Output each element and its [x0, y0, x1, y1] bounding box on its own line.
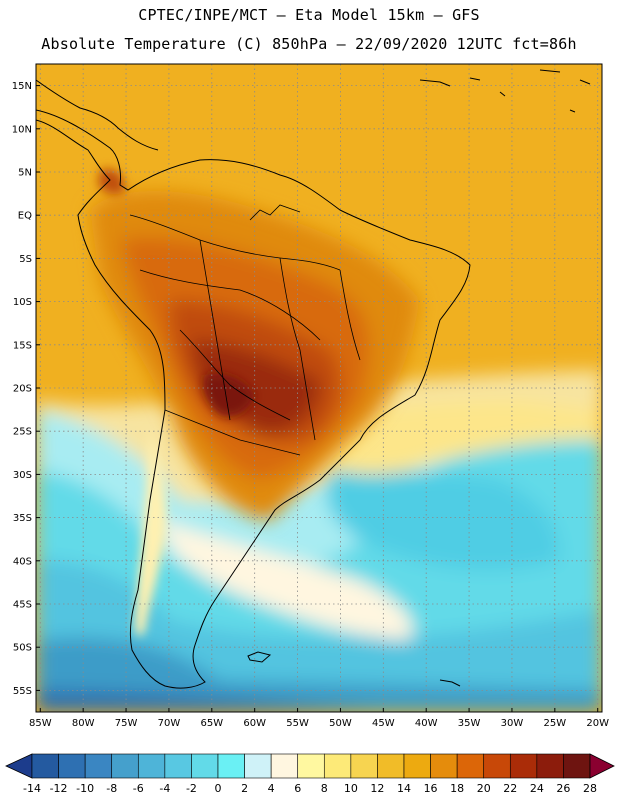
colorbar-arrow-left: [5, 753, 33, 779]
colorbar-tick-label: -14: [23, 782, 41, 795]
colorbar-tick-label: 26: [556, 782, 570, 795]
latitude-label: 45S: [13, 600, 32, 611]
latitude-label: 25S: [13, 427, 32, 438]
colorbar-arrow-right: [589, 753, 615, 779]
longitude-label: 85W: [29, 718, 52, 729]
colorbar-tick-label: -2: [186, 782, 197, 795]
colorbar-box: [137, 753, 166, 779]
latitude-label: 30S: [13, 470, 32, 481]
colorbar-tick-label: 28: [583, 782, 597, 795]
map-title-line1: CPTEC/INPE/MCT – Eta Model 15km – GFS: [138, 6, 480, 24]
longitude-label: 80W: [72, 718, 95, 729]
latitude-label: 10N: [12, 124, 32, 135]
latitude-label: 5S: [19, 254, 32, 265]
colorbar-tick-label: -10: [76, 782, 94, 795]
colorbar-box: [270, 753, 299, 779]
longitude-label: 35W: [458, 718, 481, 729]
colorbar: -14 -12 -10 -8 -6 -4 -2 0 2 4 6 8 10 12 14 16 18 20 22 24 26…: [5, 753, 615, 795]
longitude-label: 40W: [415, 718, 438, 729]
colorbar-tick-label: 12: [370, 782, 384, 795]
latitude-label: EQ: [18, 211, 32, 222]
coastline-south-america: [36, 69, 591, 689]
longitude-label: 50W: [329, 718, 352, 729]
colorbar-box: [323, 753, 352, 779]
colorbar-box: [297, 753, 325, 779]
colorbar-box: [191, 753, 219, 779]
latitude-label: 5N: [18, 168, 32, 179]
longitude-label: 30W: [501, 718, 524, 729]
colorbar-tick-label: -8: [106, 782, 117, 795]
temperature-map: 15N 10N 5N EQ 5S 10S 15S 20S 25S 30S 35S 40S 45S 50S 5…: [12, 63, 609, 729]
colorbar-box: [563, 753, 591, 779]
colorbar-box: [377, 753, 405, 779]
latitude-label: 15S: [13, 340, 32, 351]
colorbar-tick-label: 18: [450, 782, 464, 795]
colorbar-tick-label: 22: [503, 782, 517, 795]
latitude-label: 20S: [13, 384, 32, 395]
colorbar-box: [58, 753, 86, 779]
colorbar-tick-label: 16: [424, 782, 438, 795]
longitude-label: 55W: [286, 718, 309, 729]
colorbar-box: [217, 753, 245, 779]
longitude-labels: 85W 80W 75W 70W 65W 60W 55W 50W 45W 40W 35W 30W 25W 2…: [29, 708, 609, 729]
colorbar-box: [164, 753, 192, 779]
longitude-label: 65W: [200, 718, 223, 729]
colorbar-tick-label: 24: [530, 782, 544, 795]
latitude-label: 10S: [13, 297, 32, 308]
longitude-label: 60W: [243, 718, 266, 729]
longitude-label: 75W: [115, 718, 138, 729]
longitude-label: 70W: [158, 718, 181, 729]
colorbar-tick-label: 14: [397, 782, 411, 795]
latitude-label: 40S: [13, 556, 32, 567]
colorbar-tick-label: -6: [133, 782, 144, 795]
colorbar-tick-label: 0: [215, 782, 222, 795]
latitude-label: 50S: [13, 643, 32, 654]
colorbar-box: [111, 753, 139, 779]
colorbar-tick-label: 4: [268, 782, 275, 795]
temperature-field: [36, 64, 602, 712]
longitude-label: 20W: [586, 718, 609, 729]
longitude-label: 25W: [544, 718, 567, 729]
map-title-line2: Absolute Temperature (C) 850hPa – 22/09/…: [41, 35, 577, 53]
latitude-label: 35S: [13, 513, 32, 524]
colorbar-box: [483, 753, 511, 779]
latitude-labels: 15N 10N 5N EQ 5S 10S 15S 20S 25S 30S 35S 40S 45S 50S 5…: [12, 81, 40, 697]
country-borders: [129, 204, 361, 456]
colorbar-box: [84, 753, 113, 779]
colorbar-tick-label: 10: [344, 782, 358, 795]
longitude-label: 45W: [372, 718, 395, 729]
latitude-label: 55S: [13, 686, 32, 697]
colorbar-box: [31, 753, 59, 779]
colorbar-box: [536, 753, 564, 779]
colorbar-box: [509, 753, 538, 779]
colorbar-tick-label: -12: [50, 782, 68, 795]
latitude-label: 15N: [12, 81, 32, 92]
colorbar-tick-label: -4: [159, 782, 170, 795]
colorbar-tick-label: 20: [477, 782, 491, 795]
colorbar-box: [403, 753, 431, 779]
colorbar-ticks: -14 -12 -10 -8 -6 -4 -2 0 2 4 6 8 10 12 14 16 18 20 22 24 26…: [23, 782, 597, 795]
colorbar-tick-label: 8: [321, 782, 328, 795]
colorbar-box: [430, 753, 458, 779]
colorbar-box: [350, 753, 378, 779]
colorbar-boxes: [5, 753, 615, 779]
colorbar-tick-label: 6: [294, 782, 301, 795]
graticule: [36, 64, 602, 712]
colorbar-box: [244, 753, 272, 779]
colorbar-box: [456, 753, 485, 779]
colorbar-tick-label: 2: [241, 782, 248, 795]
